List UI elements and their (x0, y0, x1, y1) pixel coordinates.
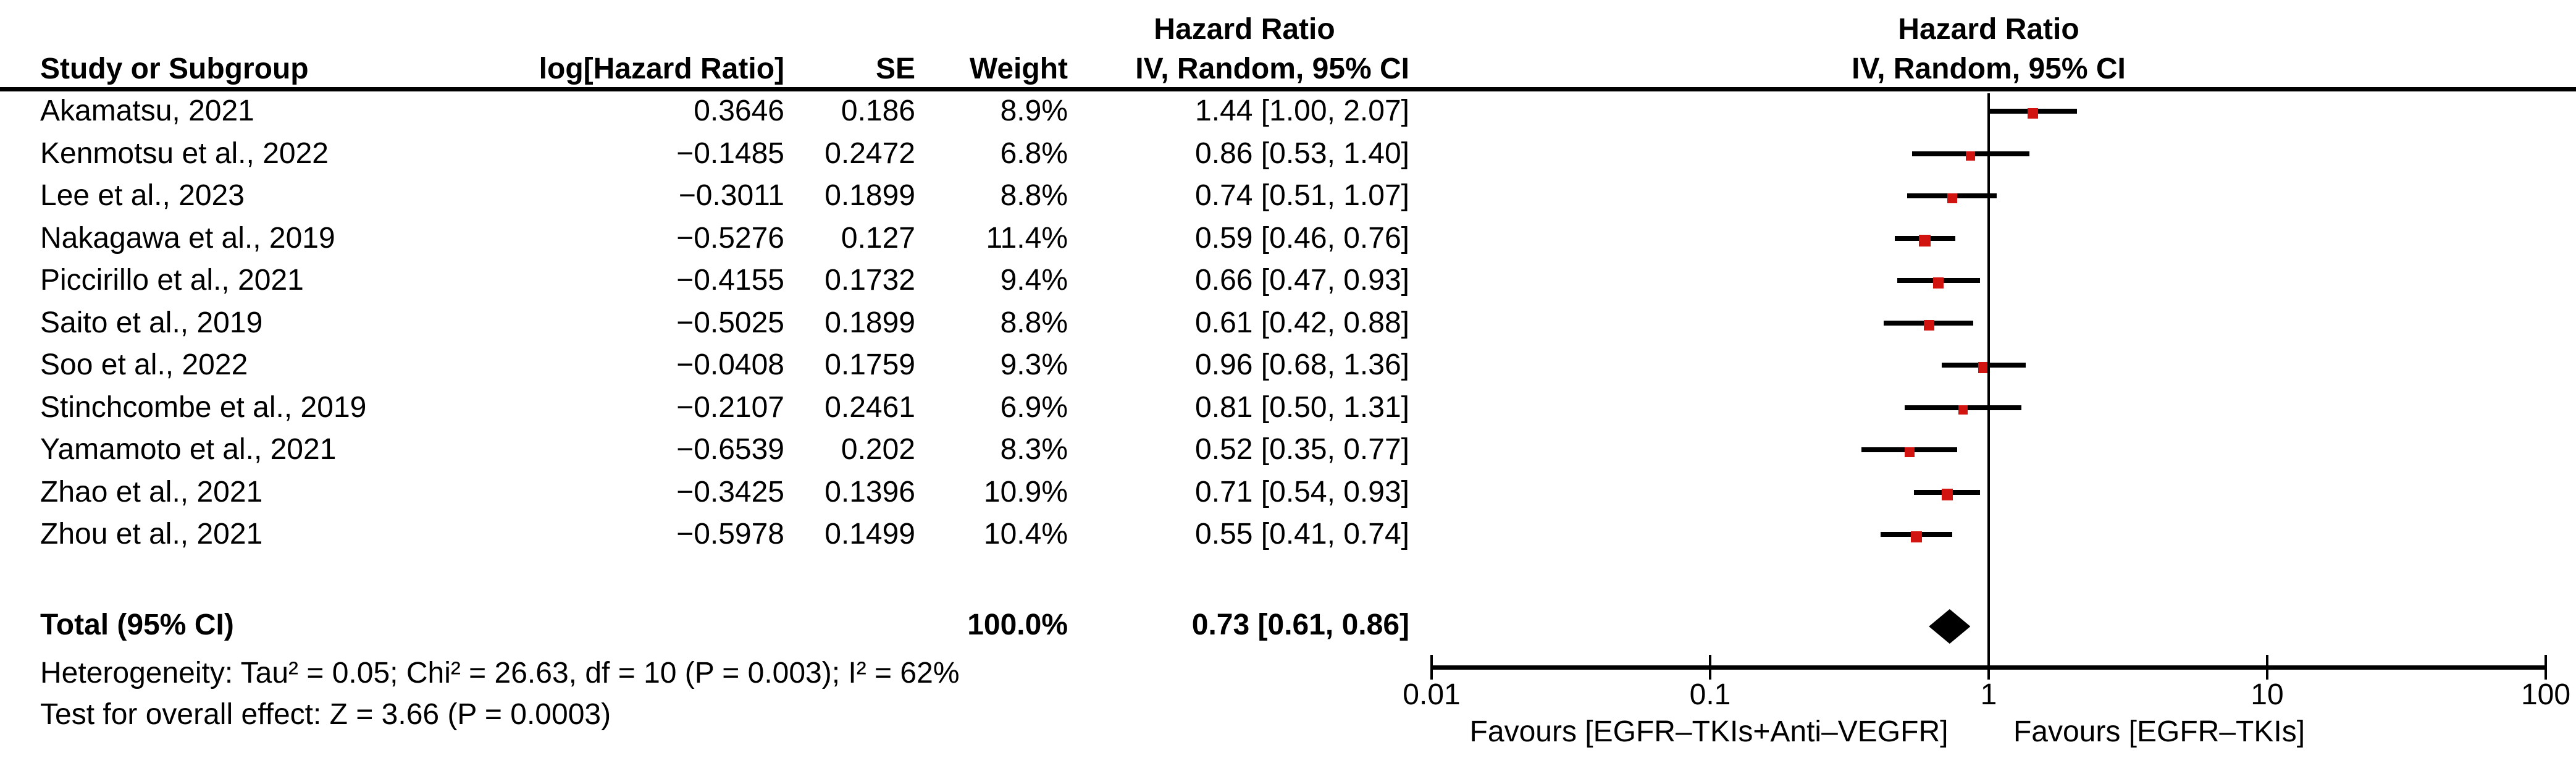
x-axis-tick-label: 0.1 (1689, 678, 1731, 711)
overall-effect-text: Test for overall effect: Z = 3.66 (P = 0… (40, 698, 611, 731)
study-weight: 8.8% (1000, 306, 1068, 339)
effect-square (1941, 489, 1953, 500)
study-se: 0.202 (841, 433, 915, 466)
x-axis-tick-label: 10 (2251, 678, 2284, 711)
study-se: 0.127 (841, 221, 915, 255)
x-axis-tick-label: 0.01 (1403, 678, 1461, 711)
study-loghr: 0.3646 (694, 95, 784, 127)
effect-square (2027, 108, 2038, 119)
effect-square (1910, 531, 1923, 543)
effect-square (1978, 362, 1989, 373)
heterogeneity-text: Heterogeneity: Tau² = 0.05; Chi² = 26.63… (40, 657, 960, 689)
study-ci-text: 0.55 [0.41, 0.74] (1195, 518, 1409, 550)
total-weight: 100.0% (967, 609, 1068, 641)
study-loghr: −0.6539 (676, 433, 784, 466)
study-se: 0.1899 (824, 179, 915, 212)
study-ci-text: 0.81 [0.50, 1.31] (1195, 390, 1409, 424)
effect-header-right-line1: Hazard Ratio (1898, 13, 2079, 46)
x-axis-tick-label: 1 (1980, 678, 1997, 711)
total-ci: 0.73 [0.61, 0.86] (1191, 609, 1409, 641)
study-name: Zhou et al., 2021 (40, 518, 263, 550)
header-rule (0, 87, 2576, 91)
study-name: Lee et al., 2023 (40, 179, 245, 212)
study-loghr: −0.4155 (676, 264, 784, 297)
favours-right-label: Favours [EGFR–TKIs] (2013, 715, 2305, 748)
effect-square (1958, 405, 1968, 415)
study-ci-text: 0.96 [0.68, 1.36] (1195, 348, 1409, 381)
x-axis-tick-label: 100 (2520, 678, 2571, 711)
line-of-no-effect (1987, 93, 1990, 667)
study-weight: 8.3% (1000, 433, 1068, 466)
study-loghr: −0.3425 (676, 475, 784, 508)
study-name: Soo et al., 2022 (40, 348, 248, 381)
study-weight: 8.8% (1000, 179, 1068, 212)
study-ci-text: 0.59 [0.46, 0.76] (1195, 221, 1409, 255)
study-se: 0.2472 (824, 137, 915, 170)
study-se: 0.1899 (824, 306, 915, 339)
study-weight: 9.4% (1000, 264, 1068, 297)
study-name: Zhao et al., 2021 (40, 475, 263, 508)
study-ci-text: 0.61 [0.42, 0.88] (1195, 306, 1409, 339)
effect-square (1966, 151, 1975, 161)
study-se: 0.1759 (824, 348, 915, 381)
effect-header-right-line2: IV, Random, 95% CI (1852, 53, 2126, 85)
study-loghr: −0.5276 (676, 221, 784, 255)
study-se: 0.1732 (824, 264, 915, 297)
study-ci-text: 0.71 [0.54, 0.93] (1195, 475, 1409, 508)
study-weight: 10.4% (983, 518, 1068, 550)
effect-square (1947, 193, 1958, 204)
effect-square (1919, 234, 1931, 247)
effect-square (1904, 447, 1915, 458)
x-axis-tick (2266, 655, 2268, 680)
study-loghr: −0.5025 (676, 306, 784, 339)
col-header-weight: Weight (969, 53, 1068, 85)
x-axis-tick (2545, 655, 2547, 680)
study-weight: 6.8% (1000, 137, 1068, 170)
x-axis-tick (1709, 655, 1711, 680)
study-ci-text: 0.66 [0.47, 0.93] (1195, 264, 1409, 297)
study-weight: 11.4% (986, 221, 1068, 255)
effect-square (1923, 320, 1934, 331)
study-se: 0.2461 (824, 390, 915, 424)
study-name: Saito et al., 2019 (40, 306, 263, 339)
study-name: Akamatsu, 2021 (40, 95, 254, 127)
study-name: Kenmotsu et al., 2022 (40, 137, 329, 170)
study-ci-text: 0.86 [0.53, 1.40] (1195, 137, 1409, 170)
study-ci-text: 0.52 [0.35, 0.77] (1195, 433, 1409, 466)
effect-square (1932, 277, 1944, 289)
favours-left-label: Favours [EGFR–TKIs+Anti–VEGFR] (1469, 715, 1949, 748)
study-weight: 9.3% (1000, 348, 1068, 381)
study-name: Stinchcombe et al., 2019 (40, 390, 367, 424)
study-name: Piccirillo et al., 2021 (40, 264, 304, 297)
col-header-study: Study or Subgroup (40, 53, 309, 85)
study-loghr: −0.3011 (678, 179, 784, 212)
col-header-loghr: log[Hazard Ratio] (539, 53, 784, 85)
col-header-se: SE (875, 53, 915, 85)
study-loghr: −0.0408 (676, 348, 784, 381)
study-se: 0.1499 (824, 518, 915, 550)
study-weight: 8.9% (1000, 95, 1068, 127)
study-weight: 6.9% (1000, 390, 1068, 424)
study-name: Yamamoto et al., 2021 (40, 433, 337, 466)
study-loghr: −0.2107 (676, 390, 784, 424)
study-name: Nakagawa et al., 2019 (40, 221, 335, 255)
study-loghr: −0.5978 (676, 518, 784, 550)
x-axis-tick (1987, 655, 1990, 680)
study-weight: 10.9% (983, 475, 1068, 508)
total-label: Total (95% CI) (40, 609, 234, 641)
study-ci-text: 1.44 [1.00, 2.07] (1195, 95, 1409, 127)
effect-header-left-line1: Hazard Ratio (1154, 13, 1335, 46)
total-diamond (1929, 609, 1971, 644)
study-se: 0.1396 (824, 475, 915, 508)
study-loghr: −0.1485 (676, 137, 784, 170)
x-axis-tick (1430, 655, 1433, 680)
study-se: 0.186 (841, 95, 915, 127)
effect-header-left-line2: IV, Random, 95% CI (1135, 53, 1409, 85)
study-ci-text: 0.74 [0.51, 1.07] (1195, 179, 1409, 212)
